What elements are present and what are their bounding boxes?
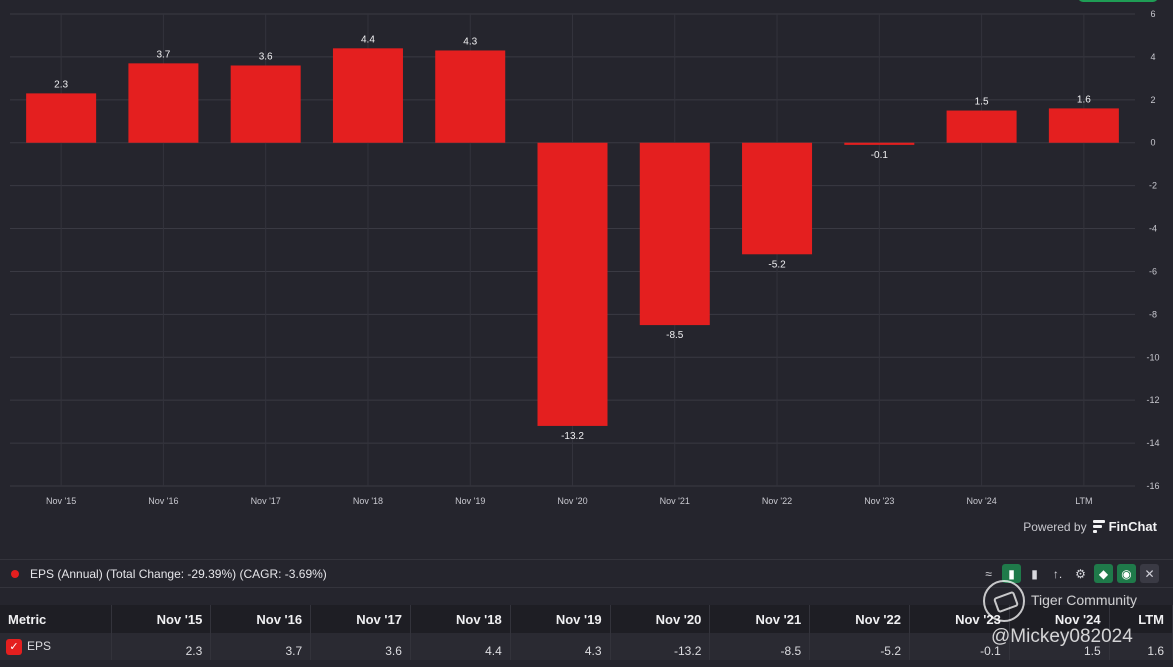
bar-9	[946, 110, 1017, 143]
line-chart-icon[interactable]: ≈	[985, 566, 992, 581]
bar-5	[537, 142, 608, 426]
powered-by: Powered by FinChat	[1023, 519, 1157, 534]
column-header: Nov '15	[111, 605, 212, 633]
data-label: 3.6	[259, 51, 273, 62]
x-tick-label: LTM	[1075, 496, 1092, 506]
table-cell: 4.3	[510, 633, 611, 660]
tag-icon[interactable]: ◆	[1094, 564, 1113, 583]
y-tick-label: -2	[1149, 181, 1157, 191]
row-label-cell: ✓ EPS	[0, 633, 112, 660]
bar-4	[435, 50, 506, 143]
table-row: ✓ EPS 2.3 3.7 3.6 4.4 4.3 -13.2 -8.5 -5.2 -0.1 1.5…	[0, 633, 1173, 660]
table-cell: -8.5	[709, 633, 811, 660]
x-tick-label: Nov '15	[46, 496, 76, 506]
column-header: Nov '19	[510, 605, 611, 633]
y-tick-label: 4	[1150, 52, 1155, 62]
y-tick-label: -6	[1149, 266, 1157, 276]
gear-icon[interactable]: ⚙	[1075, 566, 1086, 581]
finchat-icon	[1092, 520, 1105, 533]
x-tick-label: Nov '17	[251, 496, 281, 506]
legend-label: EPS (Annual) (Total Change: -29.39%) (CA…	[30, 566, 327, 581]
x-tick-label: Nov '21	[660, 496, 690, 506]
row-label: EPS	[27, 638, 52, 653]
legend-bar: EPS (Annual) (Total Change: -29.39%) (CA…	[0, 559, 1173, 588]
checkbox-icon[interactable]: ✓	[6, 638, 22, 655]
legend-toolbar: ≈ ▮ ▮ ↑. ⚙ ◆ ◉ ✕	[979, 564, 1159, 583]
data-label: 4.3	[463, 36, 477, 47]
bar-10	[1048, 108, 1119, 143]
finchat-brand: FinChat	[1108, 519, 1157, 534]
grouped-bar-icon[interactable]: ▮	[1031, 566, 1038, 581]
bar-6	[639, 142, 710, 326]
x-tick-label: Nov '16	[148, 496, 178, 506]
column-header: LTM	[1109, 605, 1173, 633]
table-cell: -5.2	[809, 633, 910, 660]
x-tick-label: Nov '18	[353, 496, 383, 506]
column-header: Nov '20	[610, 605, 711, 633]
column-header: Nov '21	[709, 605, 811, 633]
data-label: 4.4	[361, 34, 375, 45]
legend-color-dot	[11, 569, 19, 578]
powered-by-label: Powered by	[1023, 519, 1087, 534]
y-tick-label: -8	[1149, 309, 1157, 319]
finchat-logo[interactable]: FinChat	[1092, 519, 1157, 534]
table-cell: 1.6	[1109, 633, 1173, 660]
y-tick-label: -10	[1146, 352, 1159, 362]
bar-7	[742, 142, 813, 255]
data-label: 2.3	[54, 79, 68, 90]
y-tick-label: 6	[1150, 9, 1155, 19]
sort-icon[interactable]: ↑.	[1052, 566, 1063, 581]
metric-header: Metric	[0, 605, 112, 633]
table-cell: 4.4	[410, 633, 511, 660]
table-header-row: Metric Nov '15 Nov '16 Nov '17 Nov '18 Nov '…	[0, 605, 1173, 633]
column-header: Nov '16	[210, 605, 312, 633]
table-cell: 3.6	[310, 633, 411, 660]
column-header: Nov '22	[809, 605, 910, 633]
data-label: 3.7	[156, 49, 170, 60]
eye-icon[interactable]: ◉	[1117, 564, 1136, 583]
table-cell: 2.3	[111, 633, 212, 660]
close-icon[interactable]: ✕	[1140, 564, 1159, 583]
data-label: -5.2	[768, 259, 786, 270]
column-header: Nov '17	[310, 605, 411, 633]
data-label: -0.1	[871, 150, 889, 161]
column-header: Nov '23	[909, 605, 1010, 633]
column-header: Nov '18	[410, 605, 511, 633]
y-tick-label: -14	[1146, 438, 1159, 448]
column-header: Nov '24	[1009, 605, 1110, 633]
y-tick-label: 0	[1150, 138, 1155, 148]
x-tick-label: Nov '19	[455, 496, 485, 506]
bar-1	[128, 63, 199, 143]
data-label: -13.2	[561, 431, 584, 442]
table-cell: 3.7	[210, 633, 312, 660]
table-cell: 1.5	[1009, 633, 1110, 660]
table-cell: -0.1	[909, 633, 1010, 660]
data-label: -8.5	[666, 330, 684, 341]
data-label: 1.6	[1077, 94, 1091, 105]
data-label: 1.5	[975, 97, 989, 108]
y-tick-label: -16	[1146, 481, 1159, 491]
table-cell: -13.2	[610, 633, 711, 660]
top-action-pill[interactable]	[1078, 0, 1158, 2]
x-tick-label: Nov '23	[864, 496, 894, 506]
y-tick-label: -4	[1149, 224, 1157, 234]
eps-bar-chart: 6 4 2 0 -2 -4 -6 -8 -10 -12 -14 -16 2.3 Nov '15 3.7 Nov…	[10, 9, 1160, 506]
x-tick-label: Nov '24	[966, 496, 996, 506]
bar-8	[844, 142, 915, 145]
chart-area: 6 4 2 0 -2 -4 -6 -8 -10 -12 -14 -16 2.3 Nov '15 3.7 Nov…	[10, 0, 1160, 506]
bar-0	[26, 93, 97, 143]
bar-3	[332, 48, 403, 143]
y-tick-label: 2	[1150, 95, 1155, 105]
y-tick-label: -12	[1146, 395, 1159, 405]
data-table: Metric Nov '15 Nov '16 Nov '17 Nov '18 Nov '…	[0, 605, 1173, 660]
x-tick-label: Nov '20	[557, 496, 587, 506]
x-tick-label: Nov '22	[762, 496, 792, 506]
bar-2	[230, 65, 301, 143]
bar-chart-icon[interactable]: ▮	[1002, 564, 1021, 583]
